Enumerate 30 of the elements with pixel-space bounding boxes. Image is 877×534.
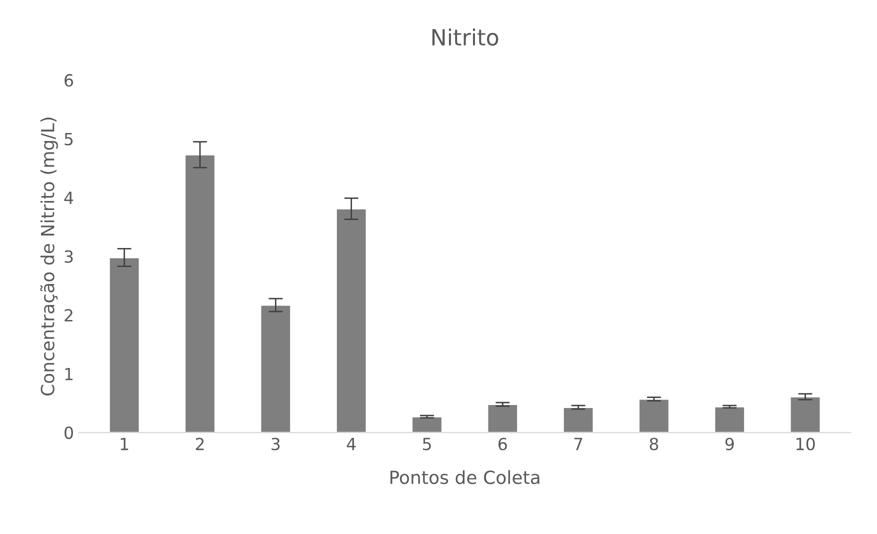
x-axis-title: Pontos de Coleta [390,470,540,484]
bar [486,404,518,433]
x-tick-label: 7 [574,438,582,450]
y-tick-label: 4 [64,192,74,204]
x-tick-label: 2 [196,438,204,450]
y-tick-label: 1 [65,368,73,380]
y-axis-title: Concentração de Nitrito (mg/L) [40,118,58,396]
x-tick-label: 1 [120,438,128,450]
bar [789,396,822,433]
y-tick-label: 5 [64,133,73,146]
y-tick-label: 0 [64,426,73,440]
x-tick-label: 4 [346,438,356,450]
x-tick-label: 5 [422,438,431,450]
x-tick-label: 6 [498,438,507,450]
x-tick-label: 8 [650,438,658,450]
bar [714,406,746,433]
x-tick-label: 9 [725,438,734,450]
bar [108,256,140,433]
bar [411,416,443,433]
y-tick-label: 3 [64,250,73,263]
x-tick-label: 10 [796,438,815,450]
y-tick-label: 2 [64,309,72,322]
bar [335,208,368,433]
bar [638,398,670,433]
y-tick-label: 6 [64,74,74,87]
x-tick-label: 3 [272,438,280,450]
chart-title: Nitrito [432,28,498,46]
bar [260,304,292,433]
bar [562,406,594,433]
bar [184,154,216,433]
